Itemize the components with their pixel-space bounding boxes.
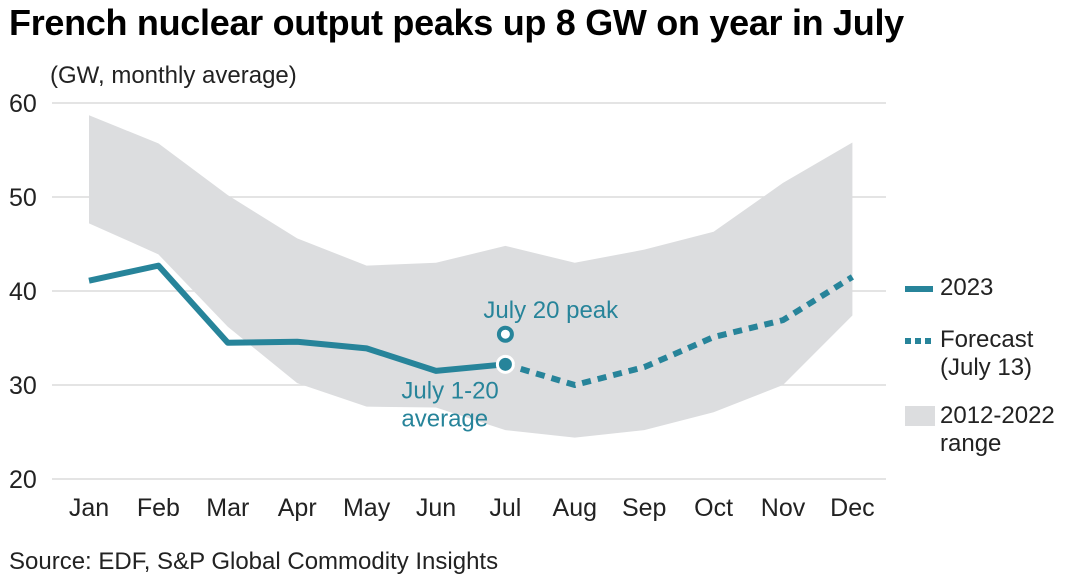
annotation-peak-label: July 20 peak — [483, 297, 619, 324]
annotation-average-label: average — [401, 405, 488, 432]
line-2023 — [88, 262, 506, 374]
annotation-average-label: July 1-20 — [401, 377, 498, 404]
x-tick-label: Dec — [830, 494, 874, 522]
source-note: Source: EDF, S&P Global Commodity Insigh… — [9, 548, 499, 575]
chart-subtitle: (GW, monthly average) — [50, 62, 297, 89]
x-axis: Jan Feb Mar Apr May Jun Jul Aug Sep Oct Nov Dec — [69, 494, 875, 522]
x-tick-label: Oct — [694, 494, 733, 522]
legend-label-line: 2012-2022 — [940, 402, 1055, 429]
legend-label: Forecast (July 13) — [940, 326, 1033, 382]
forecast-line — [504, 274, 854, 388]
y-tick-label: 20 — [9, 466, 37, 494]
series-lines — [88, 262, 854, 388]
x-tick-label: Jun — [416, 494, 456, 522]
y-tick-label: 60 — [9, 90, 37, 118]
legend-swatch-dotted — [905, 338, 933, 344]
x-tick-label: Aug — [553, 494, 597, 522]
legend-swatch-band — [905, 406, 935, 426]
y-tick-label: 40 — [9, 278, 37, 306]
x-tick-label: Mar — [206, 494, 249, 522]
peak-marker — [496, 325, 514, 343]
legend-label: 2012-2022 range — [940, 402, 1055, 458]
legend-label-line: (July 13) — [940, 354, 1033, 381]
y-tick-label: 50 — [9, 184, 37, 212]
y-tick-label: 30 — [9, 372, 37, 400]
x-tick-label: Feb — [137, 494, 180, 522]
average-marker — [495, 354, 515, 374]
y-axis: 20 30 40 50 60 — [9, 90, 37, 494]
x-tick-label: Sep — [622, 494, 666, 522]
x-tick-label: May — [343, 494, 391, 522]
chart-title: French nuclear output peaks up 8 GW on y… — [9, 2, 904, 43]
x-tick-label: Jul — [489, 494, 521, 522]
legend-swatch-solid — [905, 286, 933, 292]
x-tick-label: Apr — [278, 494, 317, 522]
legend-label-line: range — [940, 430, 1002, 457]
legend-label-line: Forecast — [940, 326, 1034, 353]
x-tick-label: Nov — [761, 494, 806, 522]
x-tick-label: Jan — [69, 494, 109, 522]
annotation-markers — [495, 325, 515, 374]
legend-label: 2023 — [940, 274, 994, 301]
